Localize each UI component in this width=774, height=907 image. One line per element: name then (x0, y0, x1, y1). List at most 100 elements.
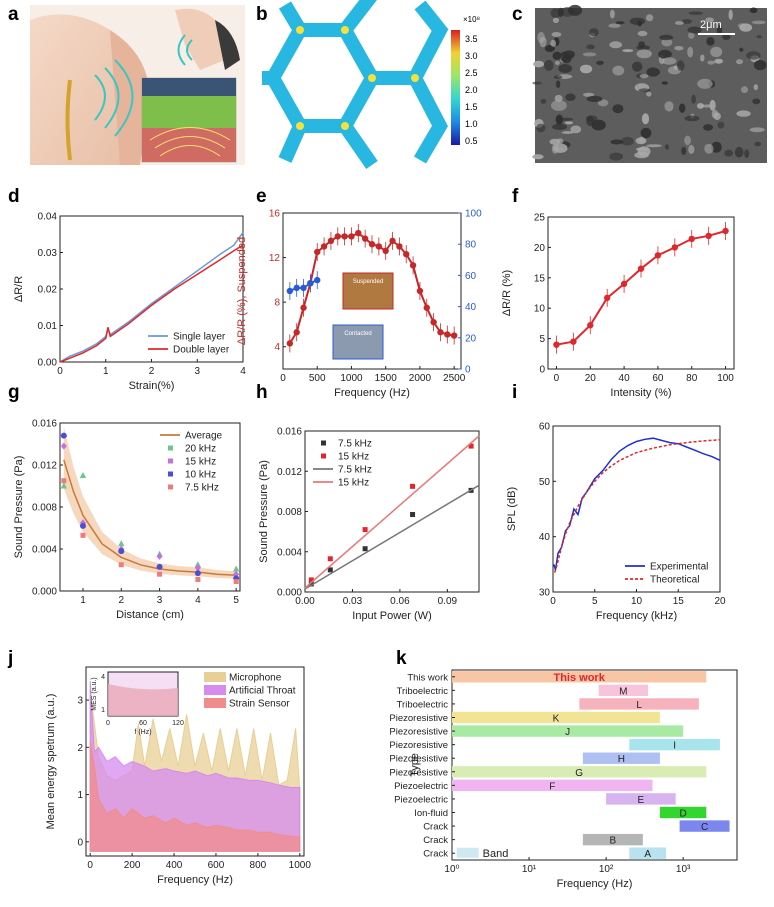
chart-g: 1 2 3 4 5 0.000 0.004 0.008 0.012 0.016 Distance (… (13, 419, 241, 621)
sem-pore (636, 49, 652, 59)
category-label: Piezoresistive (389, 727, 448, 738)
y-tick-label: 20 (534, 243, 546, 254)
inset-tick: 0 (106, 720, 110, 727)
data-point (293, 329, 300, 336)
y2-tick-label: 80 (465, 240, 477, 251)
bar-label: C (701, 822, 708, 833)
data-point (60, 432, 67, 439)
bar (452, 711, 660, 724)
chart-h: 0.00 0.03 0.06 0.09 0.000 0.004 0.008 0.012 0.01… (258, 427, 480, 622)
sem-pore (696, 103, 705, 109)
data-point (194, 570, 201, 577)
data-point (60, 442, 67, 450)
sem-pore (563, 50, 575, 59)
x-tick-label: 1 (80, 595, 86, 606)
data-point (61, 478, 67, 484)
x-axis-label: Frequency (Hz) (557, 878, 633, 890)
sem-pore (688, 144, 695, 154)
x-tick-label: 1500 (375, 373, 398, 384)
bar-label: F (549, 781, 555, 792)
sem-pore (608, 23, 621, 28)
series-line (553, 439, 721, 573)
y-tick-label: 2 (77, 743, 83, 754)
sem-pore (552, 123, 568, 130)
sem-pore (753, 84, 758, 91)
data-point (355, 229, 362, 237)
data-point (156, 563, 163, 570)
series-line (304, 435, 480, 589)
sem-pore (674, 21, 684, 25)
legend-label: Average (185, 431, 223, 442)
y-tick-label: 15 (534, 273, 546, 284)
sem-pore (752, 98, 761, 105)
sem-pore (564, 121, 574, 125)
data-point (362, 527, 368, 533)
data-point (688, 235, 695, 243)
sem-pore (688, 11, 704, 15)
data-point (587, 322, 594, 329)
legend-label: Double layer (173, 345, 230, 356)
category-label: Piezoelectric (394, 794, 448, 805)
sem-pore (746, 51, 761, 60)
x-tick-label: 2500 (443, 373, 466, 384)
data-point (194, 564, 201, 572)
x-tick-label: 1000 (289, 860, 312, 871)
plot-frame (547, 216, 735, 370)
y-axis-label: Sound Pressure (Pa) (13, 456, 25, 559)
sem-pore (532, 154, 544, 160)
category-label: Piezoresistive (389, 713, 448, 724)
panel-label-g: g (8, 382, 20, 403)
data-point (375, 243, 383, 250)
data-point (382, 247, 389, 255)
chart-k: 10⁰ 10¹ 10² 10³ Frequency (Hz) Type This work T… (389, 669, 738, 890)
sem-pore (662, 57, 677, 65)
legend-label: Band (483, 848, 509, 860)
sem-pore (589, 28, 599, 37)
sem-pore (705, 17, 714, 23)
sem-pore (586, 95, 603, 103)
legend-label: 7.5 kHz (338, 465, 372, 476)
sem-pore (646, 67, 660, 77)
x-tick-label: 20 (714, 596, 726, 607)
sem-pore (724, 149, 733, 157)
sem-pore (570, 125, 582, 134)
sem-pore (554, 60, 560, 65)
panel-label-j: j (7, 648, 13, 669)
y2-tick-label: 60 (465, 271, 477, 282)
bar (679, 820, 730, 832)
y2-tick-label: 100 (465, 209, 482, 220)
sem-pore (558, 64, 573, 73)
sem-pore (722, 33, 731, 40)
data-point (80, 532, 86, 538)
sem-pore (703, 124, 714, 131)
sem-pore (554, 94, 563, 102)
sem-pore (646, 144, 662, 148)
sem-pore (704, 143, 714, 154)
sem-pore (661, 81, 668, 85)
data-point (194, 561, 202, 568)
x-tick-label: 2 (118, 595, 124, 606)
data-point (286, 340, 294, 347)
x-tick-label: 15 (673, 596, 685, 607)
category-label: Crack (423, 835, 448, 846)
sem-pore (609, 152, 623, 161)
bar-label: B (610, 836, 617, 847)
sem-pore (637, 30, 648, 37)
panel-label-i: i (512, 382, 517, 403)
sem-pore (684, 135, 691, 146)
y-tick-label: 0.008 (277, 507, 302, 518)
x-axis-label: Strain(%) (129, 380, 175, 392)
legend-marker (168, 458, 173, 464)
y-tick-label: 1 (77, 790, 83, 801)
category-label: Piezoresistive (389, 740, 448, 751)
sem-pore (754, 141, 762, 147)
bar (452, 671, 707, 683)
bar (659, 806, 707, 819)
legend-label: 10 kHz (185, 470, 216, 481)
data-point (403, 251, 410, 258)
plot-frame (85, 666, 305, 857)
x-tick-label: 10¹ (522, 864, 537, 875)
legend-marker (168, 471, 173, 477)
category-label: Piezoelectric (394, 781, 448, 792)
panel-label-b: b (256, 4, 268, 25)
